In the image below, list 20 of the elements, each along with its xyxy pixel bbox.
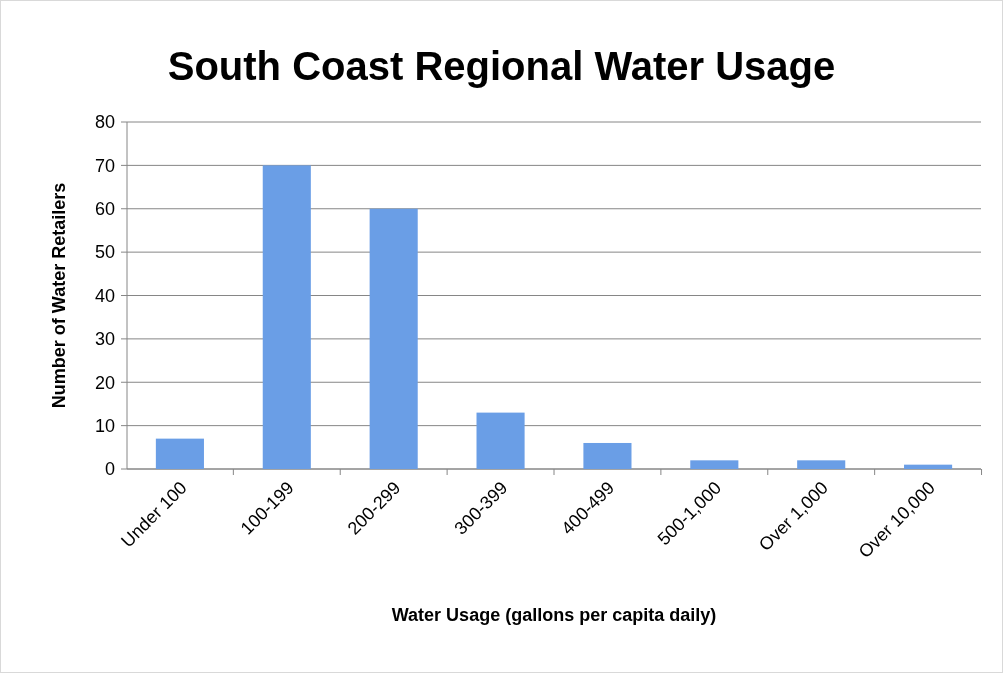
y-tick-label: 80 (94, 112, 115, 133)
bar (476, 412, 525, 469)
bar (155, 438, 204, 469)
bar (262, 165, 311, 469)
y-tick-label: 0 (104, 459, 115, 480)
bar (369, 208, 418, 469)
chart-title: South Coast Regional Water Usage (167, 44, 836, 88)
y-tick-label: 10 (94, 415, 115, 436)
bar (583, 442, 632, 469)
y-tick-label: 50 (94, 242, 115, 263)
y-tick-label: 20 (94, 372, 115, 393)
y-tick-label: 40 (94, 285, 115, 306)
bar (690, 460, 739, 469)
y-tick-label: 60 (94, 199, 115, 220)
bar (904, 464, 953, 469)
x-axis-title: Water Usage (gallons per capita daily) (391, 605, 717, 625)
y-tick-label: 30 (94, 329, 115, 350)
y-axis-title: Number of Water Retailers (49, 182, 69, 409)
bar (797, 460, 846, 469)
y-tick-label: 70 (94, 155, 115, 176)
